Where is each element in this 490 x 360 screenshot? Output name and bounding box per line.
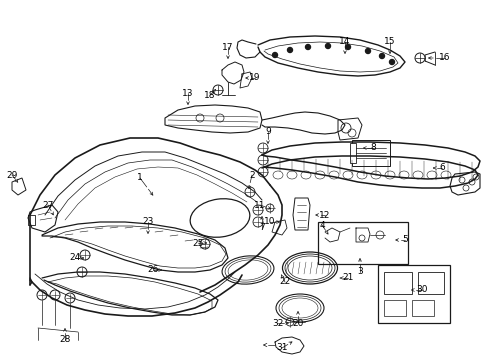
Text: 15: 15 xyxy=(384,37,396,46)
Polygon shape xyxy=(450,172,480,195)
Text: 11: 11 xyxy=(254,201,266,210)
Text: 17: 17 xyxy=(222,42,234,51)
Text: 20: 20 xyxy=(293,319,304,328)
Text: 16: 16 xyxy=(439,54,451,63)
Text: 12: 12 xyxy=(319,211,331,220)
Polygon shape xyxy=(338,118,362,140)
Text: 7: 7 xyxy=(259,224,265,233)
Polygon shape xyxy=(165,105,262,133)
Circle shape xyxy=(390,59,394,64)
Circle shape xyxy=(272,53,277,58)
Polygon shape xyxy=(12,178,26,195)
Text: 6: 6 xyxy=(439,163,445,172)
Circle shape xyxy=(305,45,311,49)
Text: 13: 13 xyxy=(182,89,194,98)
Text: 22: 22 xyxy=(279,278,291,287)
Text: 19: 19 xyxy=(249,73,261,82)
Text: 2: 2 xyxy=(249,171,255,180)
Text: 25: 25 xyxy=(192,238,204,248)
Bar xyxy=(378,265,450,323)
Bar xyxy=(412,300,434,316)
Text: 31: 31 xyxy=(276,343,288,352)
Polygon shape xyxy=(293,198,310,230)
Text: 28: 28 xyxy=(59,336,71,345)
Text: 29: 29 xyxy=(6,171,18,180)
Circle shape xyxy=(366,49,370,54)
Circle shape xyxy=(325,44,330,49)
Text: 4: 4 xyxy=(319,220,325,230)
Text: 5: 5 xyxy=(402,235,408,244)
Bar xyxy=(384,300,406,316)
Bar xyxy=(352,140,390,166)
Text: 21: 21 xyxy=(343,274,354,283)
Text: 3: 3 xyxy=(357,267,363,276)
Polygon shape xyxy=(28,205,58,232)
Text: 14: 14 xyxy=(339,37,351,46)
Text: 10: 10 xyxy=(264,217,276,226)
Circle shape xyxy=(288,48,293,53)
Polygon shape xyxy=(272,220,287,235)
Bar xyxy=(418,272,444,294)
Bar xyxy=(384,272,412,294)
Circle shape xyxy=(379,54,385,58)
Polygon shape xyxy=(350,143,356,163)
Text: 8: 8 xyxy=(370,144,376,153)
Text: 9: 9 xyxy=(265,127,271,136)
Text: 18: 18 xyxy=(204,90,216,99)
Bar xyxy=(318,222,408,264)
Text: 30: 30 xyxy=(416,285,428,294)
Text: 24: 24 xyxy=(70,253,81,262)
Text: 1: 1 xyxy=(137,174,143,183)
Text: 27: 27 xyxy=(42,201,54,210)
Circle shape xyxy=(345,45,350,49)
Text: 26: 26 xyxy=(147,266,159,274)
Text: 32: 32 xyxy=(272,319,284,328)
Text: 23: 23 xyxy=(142,217,154,226)
